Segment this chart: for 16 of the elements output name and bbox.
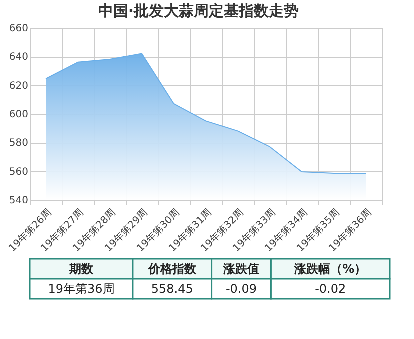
text: 19年第36周 — [48, 282, 115, 296]
chart-title: 中国·批发大蒜周定基指数走势 — [98, 2, 300, 20]
y-tick-label: 600 — [9, 110, 28, 120]
y-tick-label: 540 — [9, 196, 28, 206]
text: -0.02 — [315, 282, 346, 296]
y-tick-label: 640 — [9, 52, 28, 64]
text: 涨跌值 — [222, 262, 260, 276]
text: -0.09 — [226, 282, 258, 296]
text: 涨跌幅（%） — [294, 262, 367, 276]
y-tick-label: 560 — [9, 166, 28, 178]
y-tick-label: 660 — [9, 24, 28, 34]
text: 558.45 — [151, 282, 194, 296]
text: 价格指数 — [147, 262, 198, 276]
y-tick-label: 620 — [9, 80, 28, 92]
text: 期数 — [68, 262, 94, 276]
y-tick-label: 580 — [9, 138, 28, 150]
